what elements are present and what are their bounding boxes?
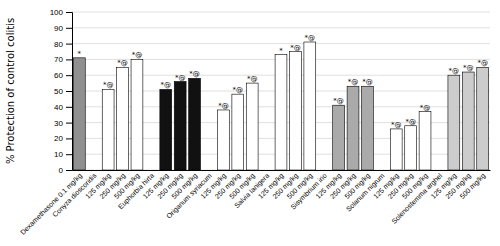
tick-label: 100 <box>50 8 64 17</box>
tick-mark <box>66 75 72 76</box>
bar <box>73 58 85 170</box>
annotation: *@ <box>247 75 257 83</box>
tick-label: 500 mg/kg <box>458 172 487 201</box>
tick-label: 90 <box>54 24 63 33</box>
tick-label: 50 <box>54 87 63 96</box>
tick-label: 30 <box>54 119 63 128</box>
tick: 60 <box>54 71 72 80</box>
tick: 10 <box>54 150 72 159</box>
annotation: *@ <box>161 81 172 89</box>
annotation: *@ <box>463 64 474 72</box>
tick-label: 0 <box>59 166 64 175</box>
bar <box>405 126 417 170</box>
annotation: *@ <box>449 67 460 75</box>
bar <box>189 78 201 170</box>
y-axis: 0 10 20 30 40 50 60 70 80 90 100 <box>50 8 73 175</box>
tick-mark <box>66 107 72 108</box>
annotation: *@ <box>477 59 488 67</box>
tick-mark <box>66 123 72 124</box>
bar <box>448 75 460 170</box>
annotation: *@ <box>189 70 200 78</box>
tick: 30 <box>54 119 72 128</box>
tick-mark <box>66 154 72 155</box>
grid <box>72 12 490 170</box>
annotation: *@ <box>103 81 114 89</box>
bar <box>246 83 258 170</box>
bar <box>131 59 143 170</box>
annotation: * <box>279 47 283 55</box>
tick: 20 <box>54 134 72 143</box>
tick: 100 <box>50 8 72 17</box>
tick-mark <box>66 12 72 13</box>
bar <box>289 52 301 171</box>
annotation: *@ <box>233 86 244 94</box>
bar <box>347 86 359 170</box>
bar <box>462 72 474 170</box>
annotation: *@ <box>175 74 186 82</box>
tick: 70 <box>54 55 72 64</box>
annotation: *@ <box>362 78 373 86</box>
y-axis-title: % Protection of control colitis <box>5 18 16 164</box>
bar <box>117 67 129 170</box>
tick: 50 <box>54 87 72 96</box>
tick: 0 <box>59 166 72 175</box>
tick-label: Solenostemma arghel <box>390 172 444 226</box>
tick: 80 <box>54 40 72 49</box>
tick: 500 mg/kg <box>458 172 487 201</box>
tick-label: Dexamethasone 0.1 mg/kg <box>19 172 84 237</box>
bar <box>174 82 186 170</box>
chart: **@*@*@*@*@*@*@*@*@**@*@*@*@*@*@*@*@*@*@… <box>0 0 500 246</box>
tick-label: 10 <box>54 150 63 159</box>
bar <box>390 129 402 170</box>
tick-mark <box>66 91 72 92</box>
tick-label: 40 <box>54 103 63 112</box>
annotation: * <box>78 50 82 58</box>
grid-line <box>72 27 490 28</box>
annotation: *@ <box>290 44 301 52</box>
bar <box>232 94 244 170</box>
bar <box>419 112 431 170</box>
tick-label: 20 <box>54 134 63 143</box>
tick-mark <box>66 59 72 60</box>
plot: **@*@*@*@*@*@*@*@*@**@*@*@*@*@*@*@*@*@*@… <box>19 8 490 237</box>
annotation: *@ <box>305 34 316 42</box>
tick: 90 <box>54 24 72 33</box>
annotation: *@ <box>348 78 359 86</box>
grid-line <box>72 12 490 13</box>
tick-label: 70 <box>54 55 63 64</box>
axis-line <box>66 13 73 171</box>
bar <box>275 55 287 170</box>
annotation: *@ <box>405 118 416 126</box>
tick-mark <box>66 28 72 29</box>
x-axis: Dexamethasone 0.1 mg/kgConyza dioscoridi… <box>19 171 490 237</box>
annotation: *@ <box>132 51 143 59</box>
bar <box>102 89 114 170</box>
tick-mark <box>66 138 72 139</box>
bar <box>304 42 316 170</box>
tick-label: 60 <box>54 71 63 80</box>
annotation: *@ <box>420 104 431 112</box>
annotation: *@ <box>117 59 128 67</box>
annotation: *@ <box>391 121 402 129</box>
tick: 40 <box>54 103 72 112</box>
tick-mark <box>66 44 72 45</box>
bar <box>333 105 345 170</box>
bar <box>362 86 374 170</box>
bar <box>217 110 229 170</box>
axis-line <box>73 170 491 171</box>
annotation: *@ <box>333 97 344 105</box>
annotations: **@*@*@*@*@*@*@*@*@**@*@*@*@*@*@*@*@*@*@… <box>78 34 488 129</box>
bar <box>160 89 172 170</box>
grid-line <box>72 43 490 44</box>
tick: Solenostemma arghel <box>390 172 444 226</box>
annotation: *@ <box>218 102 229 110</box>
bars <box>73 42 488 170</box>
tick-mark <box>66 170 72 171</box>
tick-label: 80 <box>54 40 63 49</box>
bar <box>477 67 489 170</box>
tick: Dexamethasone 0.1 mg/kg <box>19 172 84 237</box>
